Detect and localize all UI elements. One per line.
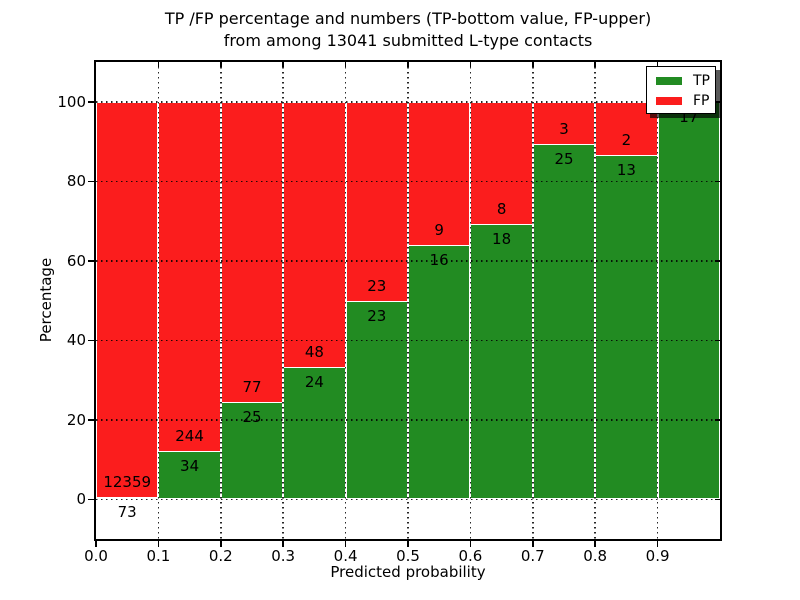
right-tick bbox=[715, 498, 720, 500]
bar-tp-count-label: 24 bbox=[304, 372, 324, 391]
gridline-vertical bbox=[532, 62, 534, 539]
x-tick-label: 0.5 bbox=[396, 547, 420, 565]
bar-tp-count-label: 23 bbox=[367, 306, 387, 325]
bar-fp-count-label: 77 bbox=[242, 377, 262, 396]
bar-tp-segment bbox=[470, 224, 533, 500]
bar-tp-segment bbox=[595, 154, 658, 500]
bar-tp-segment bbox=[532, 144, 596, 500]
x-tick-label: 0.7 bbox=[520, 547, 545, 565]
bar-fp-count-label: 48 bbox=[304, 342, 324, 361]
legend-color-swatch-fp bbox=[656, 97, 682, 105]
bar-tp-segment bbox=[345, 300, 408, 500]
x-axis-tick bbox=[532, 541, 534, 547]
bar-fp-segment bbox=[158, 101, 221, 451]
right-tick bbox=[715, 260, 720, 262]
y-tick-label: 0 bbox=[76, 490, 86, 509]
gridline-vertical bbox=[407, 62, 409, 539]
top-tick bbox=[532, 62, 534, 67]
top-tick bbox=[594, 62, 596, 67]
x-tick-label: 0.1 bbox=[146, 547, 171, 565]
legend-entry-tp: TP bbox=[656, 74, 715, 88]
y-tick-label: 80 bbox=[66, 172, 86, 191]
legend-color-swatch-tp bbox=[656, 77, 682, 85]
top-tick bbox=[407, 62, 409, 67]
chart-title-line1: TP /FP percentage and numbers (TP-bottom… bbox=[164, 9, 652, 28]
right-tick bbox=[715, 101, 720, 103]
legend-entry-fp: FP bbox=[656, 94, 715, 108]
right-tick bbox=[715, 180, 720, 182]
bar-fp-count-label: 8 bbox=[496, 200, 507, 219]
y-tick-label: 40 bbox=[66, 331, 86, 350]
top-tick bbox=[344, 62, 347, 67]
bar-tp-segment bbox=[408, 244, 471, 500]
gridline-vertical bbox=[220, 62, 222, 539]
y-tick-label: 60 bbox=[66, 251, 86, 270]
legend-label-fp: FP bbox=[693, 93, 710, 109]
top-tick bbox=[469, 62, 472, 67]
x-tick-label: 0.3 bbox=[271, 547, 296, 565]
y-tick-label: 20 bbox=[66, 410, 86, 429]
x-axis-tick bbox=[220, 541, 222, 547]
bar-tp-count-label: 34 bbox=[180, 456, 200, 475]
bar-tp-count-label: 13 bbox=[616, 160, 636, 179]
bar-tp-count-label: 73 bbox=[117, 502, 137, 521]
x-axis-tick bbox=[344, 541, 347, 547]
bar-fp-count-label: 23 bbox=[367, 276, 387, 295]
legend-label-tp: TP bbox=[693, 73, 710, 89]
x-tick-label: 0.2 bbox=[208, 547, 233, 565]
bar-fp-count-label: 2 bbox=[621, 130, 632, 149]
top-tick bbox=[157, 62, 160, 67]
gridline-vertical bbox=[656, 62, 659, 539]
x-tick-label: 0.6 bbox=[458, 547, 483, 565]
chart-title-line2: from among 13041 submitted L-type contac… bbox=[223, 31, 593, 50]
x-axis-label: Predicted probability bbox=[330, 563, 486, 581]
bar-fp-segment bbox=[96, 101, 159, 497]
y-axis-tick bbox=[88, 180, 94, 182]
bar-fp-segment bbox=[345, 101, 408, 301]
y-tick-label: 100 bbox=[57, 92, 86, 111]
bar-fp-count-label: 9 bbox=[434, 220, 444, 239]
y-axis-tick bbox=[88, 260, 94, 262]
bar-tp-count-label: 25 bbox=[242, 407, 262, 426]
bar-tp-count-label: 25 bbox=[554, 150, 574, 169]
bar-fp-count-label: 12359 bbox=[103, 472, 152, 491]
y-axis-label: Percentage bbox=[37, 257, 55, 343]
x-axis-tick bbox=[594, 541, 596, 547]
x-axis-tick bbox=[407, 541, 409, 547]
x-tick-label: 0.4 bbox=[333, 547, 358, 565]
gridline-vertical bbox=[594, 62, 596, 539]
top-tick bbox=[282, 62, 284, 67]
x-tick-label: 0.8 bbox=[583, 547, 608, 565]
x-axis-tick bbox=[469, 541, 472, 547]
y-axis-tick bbox=[88, 339, 94, 341]
gridline-vertical bbox=[282, 62, 284, 539]
x-axis-tick bbox=[95, 541, 97, 547]
x-tick-label: 0.0 bbox=[84, 547, 108, 565]
plot-area: 12359 73 244 34 77 25 48 24 23 23 9 16 8 18 3 25 2 13 17 T… bbox=[94, 60, 722, 541]
y-axis-tick bbox=[88, 419, 94, 421]
x-axis-tick bbox=[656, 541, 659, 547]
bar-tp-count-label: 16 bbox=[429, 250, 449, 269]
bar-fp-segment bbox=[283, 101, 346, 367]
gridline-vertical bbox=[469, 62, 472, 539]
x-tick-label: 0.9 bbox=[645, 547, 670, 565]
top-tick bbox=[220, 62, 222, 67]
x-axis-tick bbox=[282, 541, 284, 547]
gridline-vertical bbox=[157, 62, 160, 539]
y-axis-tick bbox=[88, 498, 94, 500]
right-tick bbox=[715, 339, 720, 341]
top-tick bbox=[656, 62, 659, 67]
bar-tp-segment bbox=[657, 101, 720, 500]
gridline-vertical bbox=[344, 62, 347, 539]
bar-fp-count-label: 3 bbox=[559, 120, 569, 139]
bar-fp-count-label: 244 bbox=[175, 426, 204, 445]
bar-tp-count-label: 18 bbox=[492, 230, 512, 249]
legend: TP FP bbox=[646, 66, 716, 114]
x-axis-tick bbox=[157, 541, 160, 547]
right-tick bbox=[715, 419, 720, 421]
bar-fp-segment bbox=[220, 101, 284, 402]
y-axis-tick bbox=[88, 101, 94, 103]
